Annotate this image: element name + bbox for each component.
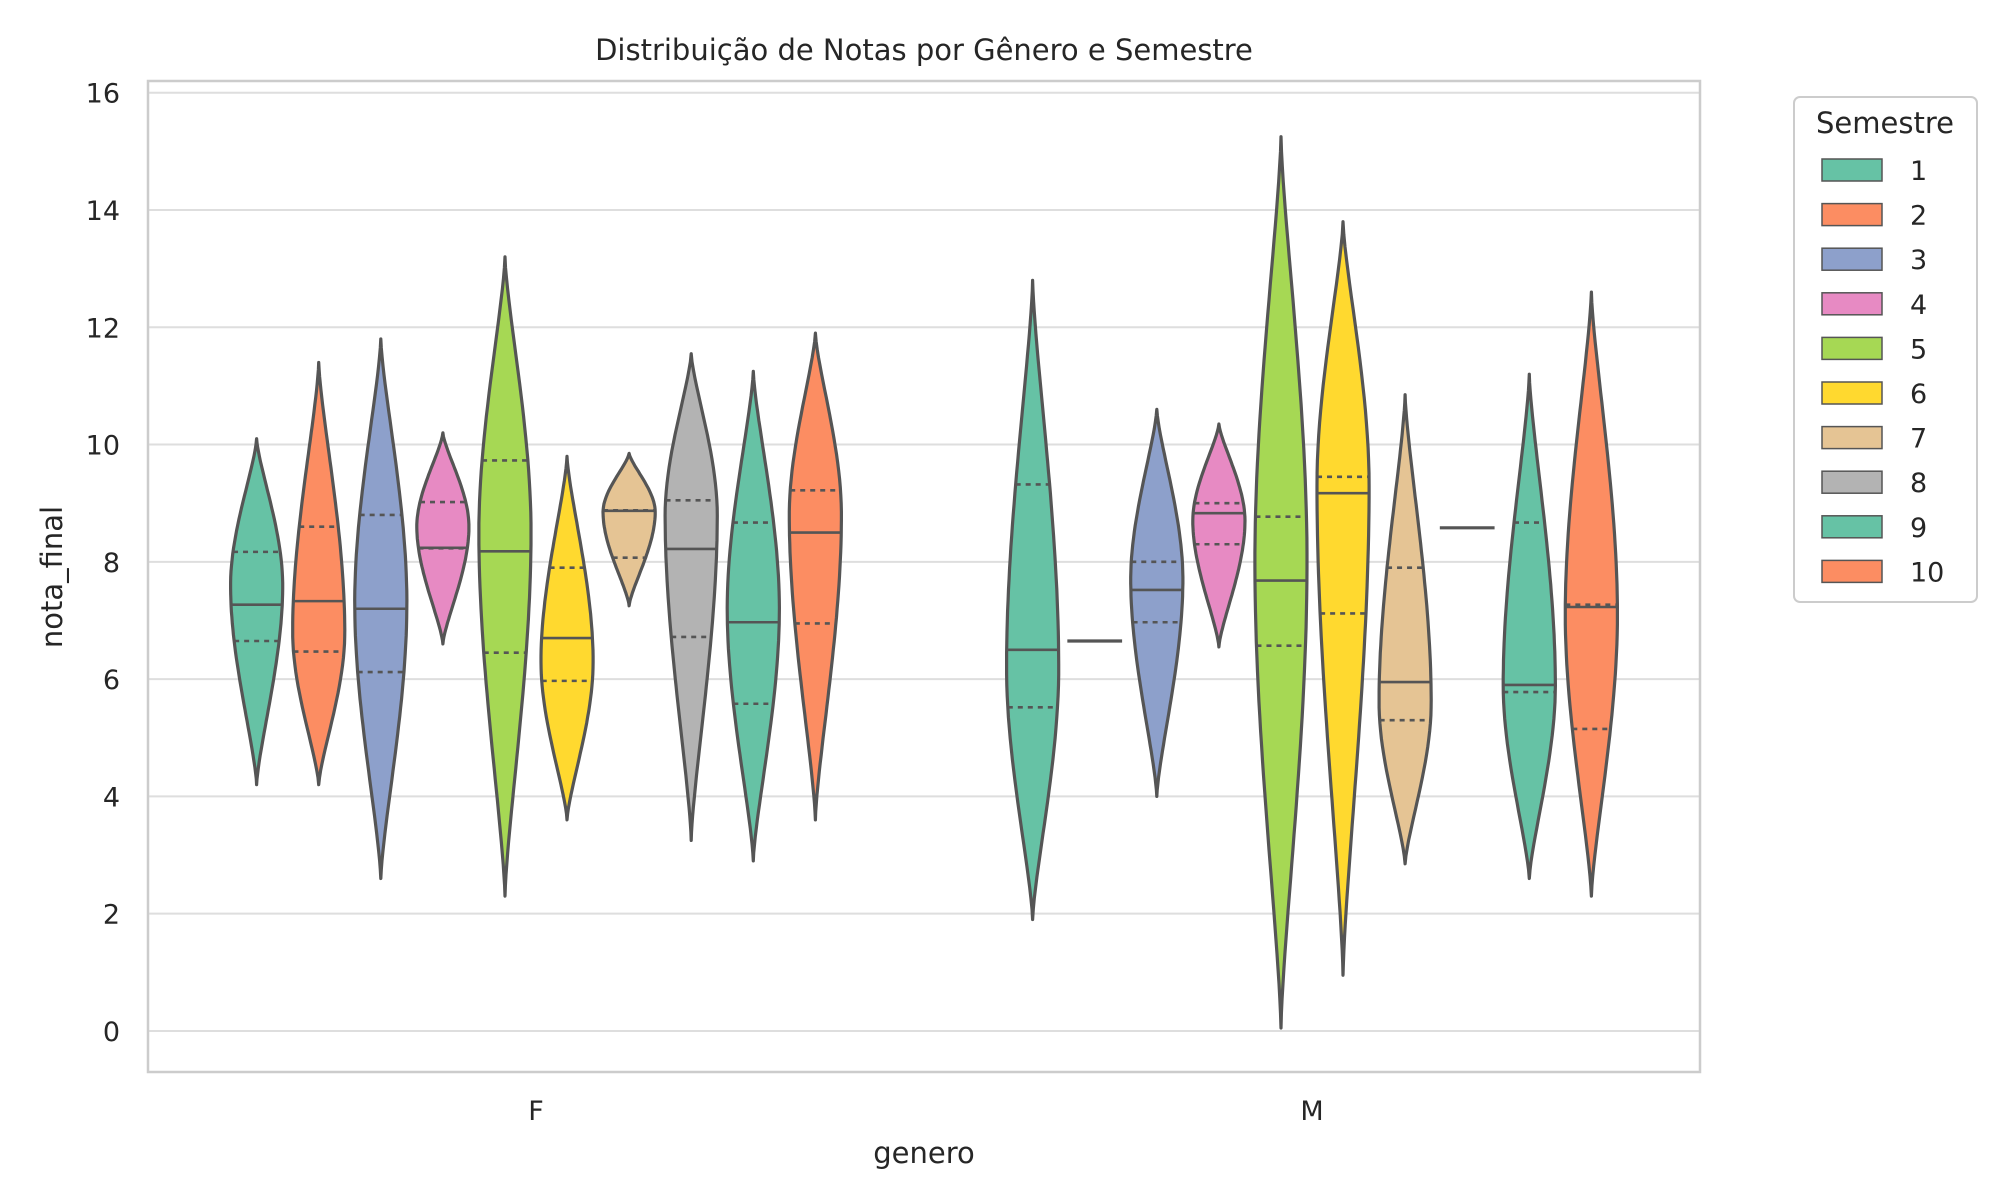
legend-label: 9: [1910, 513, 1927, 544]
y-tick-label: 8: [103, 548, 120, 579]
violin-semestre-9-F: [725, 369, 781, 863]
legend-item: 9: [1821, 513, 1927, 544]
legend-item: 7: [1821, 424, 1927, 455]
violin-semestre-3-M: [1129, 407, 1185, 798]
y-tick-label: 0: [103, 1017, 120, 1048]
violin-semestre-8-F: [663, 352, 719, 842]
violin-semestre-9-M: [1501, 372, 1557, 881]
legend-label: 6: [1910, 379, 1927, 410]
violins: [229, 135, 1619, 1030]
violin-semestre-10-F: [787, 331, 843, 822]
legend-item: 6: [1821, 379, 1927, 410]
chart-title: Distribuição de Notas por Gênero e Semes…: [595, 33, 1253, 67]
y-axis-label: nota_final: [35, 506, 69, 648]
violin-semestre-6-M: [1315, 220, 1371, 977]
legend-swatch: [1821, 202, 1883, 227]
legend-label: 7: [1910, 424, 1927, 455]
legend-label: 4: [1910, 290, 1927, 321]
legend-label: 1: [1910, 156, 1927, 187]
violin-body: [477, 255, 533, 898]
legend-swatch: [1821, 425, 1883, 450]
y-tick-label: 2: [103, 900, 120, 931]
y-tick-label: 16: [86, 79, 120, 110]
y-tick-label: 4: [103, 782, 120, 813]
violin-semestre-5-M: [1253, 135, 1309, 1030]
legend-label: 3: [1910, 245, 1927, 276]
x-tick-label: M: [1300, 1096, 1323, 1127]
violin-semestre-4-F: [415, 431, 471, 646]
legend: Semestre 1 2 3 4 5 6 7 8 9 10: [1793, 96, 1978, 603]
violin-semestre-7-F: [601, 451, 657, 608]
y-tick-label: 10: [86, 431, 120, 462]
violin-semestre-2-F: [291, 360, 347, 787]
violin-semestre-7-M: [1377, 393, 1433, 866]
violin-body: [601, 451, 657, 608]
violin-body: [1253, 135, 1309, 1030]
violin-body: [1005, 278, 1061, 922]
legend-swatch: [1821, 381, 1883, 405]
violin-body: [725, 369, 781, 863]
plot-frame: [146, 79, 1702, 1074]
legend-label: 10: [1910, 557, 1944, 588]
violin-semestre-1-M: [1005, 278, 1061, 922]
legend-items: 1 2 3 4 5 6 7 8 9 10: [1821, 156, 1944, 588]
x-axis-label: genero: [873, 1136, 975, 1170]
legend-title: Semestre: [1816, 106, 1954, 140]
legend-item: 5: [1821, 334, 1927, 365]
legend-item: 10: [1821, 557, 1944, 588]
legend-swatch: [1821, 336, 1883, 361]
violin-body: [1191, 422, 1247, 649]
y-tick-label: 14: [86, 196, 120, 227]
violin-body: [229, 437, 285, 787]
legend-label: 5: [1910, 334, 1927, 365]
y-axis-ticks: 0 2 4 6 8 10 12 14 16: [86, 79, 120, 1048]
violin-semestre-4-M: [1191, 422, 1247, 649]
violin-semestre-1-F: [229, 437, 285, 787]
violin-body: [787, 331, 843, 822]
violin-body: [1129, 407, 1185, 798]
x-tick-label: F: [528, 1096, 544, 1127]
y-tick-label: 12: [86, 313, 120, 344]
violin-semestre-3-F: [353, 337, 409, 881]
violin-body: [663, 352, 719, 842]
legend-item: 1: [1821, 156, 1927, 187]
violin-body: [1315, 220, 1371, 977]
violin-body: [1563, 290, 1619, 898]
legend-item: 3: [1821, 245, 1927, 276]
y-tick-label: 6: [103, 665, 120, 696]
legend-swatch: [1821, 470, 1883, 494]
violin-body: [1501, 372, 1557, 881]
violin-body: [291, 360, 347, 787]
violin-semestre-10-M: [1563, 290, 1619, 898]
legend-label: 8: [1910, 468, 1927, 499]
legend-swatch: [1821, 158, 1883, 182]
legend-swatch: [1821, 559, 1883, 584]
legend-swatch: [1821, 515, 1883, 539]
legend-item: 4: [1821, 290, 1927, 321]
legend-label: 2: [1910, 201, 1927, 232]
legend-swatch: [1821, 247, 1883, 271]
legend-swatch: [1821, 292, 1883, 316]
violin-body: [1377, 393, 1433, 866]
violin-semestre-5-F: [477, 255, 533, 898]
legend-item: 2: [1821, 201, 1927, 232]
legend-item: 8: [1821, 468, 1927, 499]
violin-semestre-6-F: [539, 454, 595, 822]
violin-body: [415, 431, 471, 646]
